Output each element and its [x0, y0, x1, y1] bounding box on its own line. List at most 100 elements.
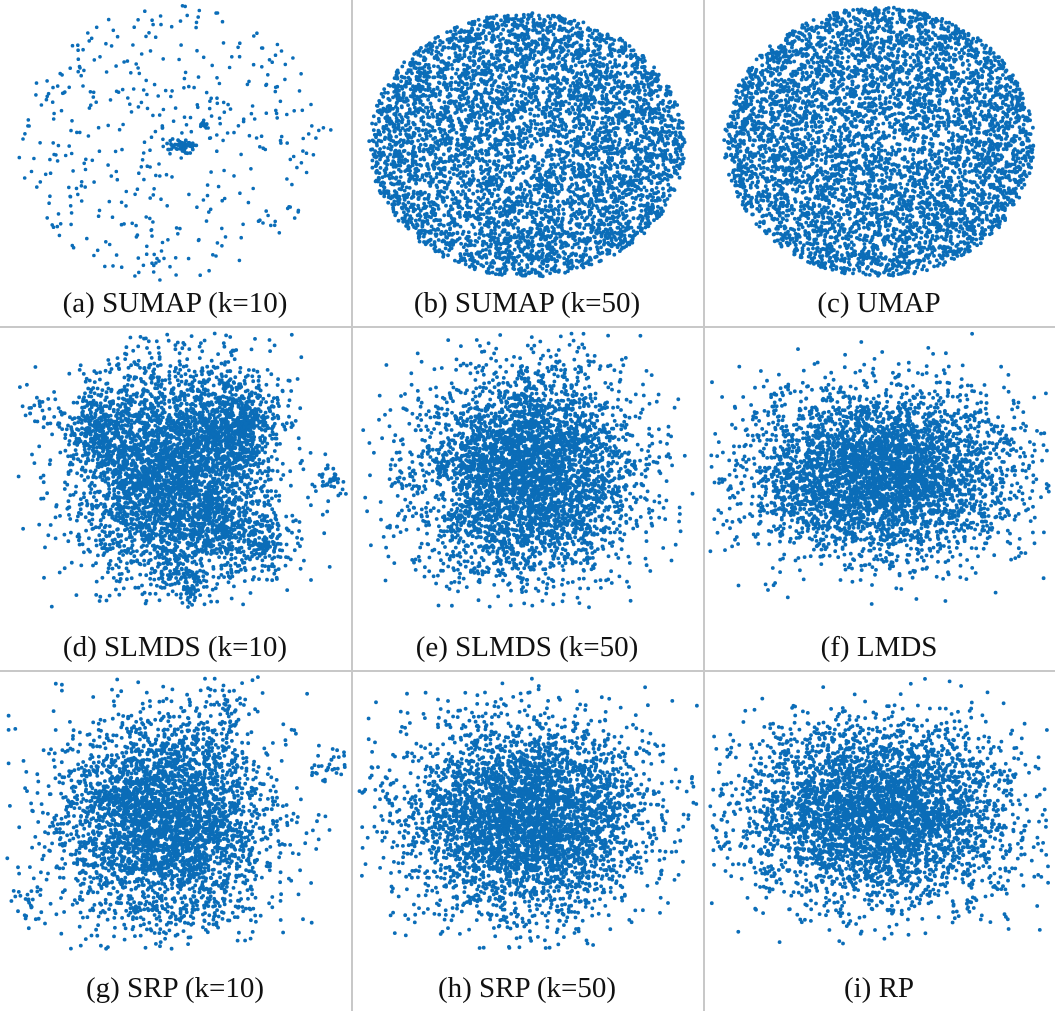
scatter-point: [552, 257, 556, 261]
scatter-point: [67, 85, 71, 90]
scatter-point: [558, 24, 562, 29]
scatter-point: [508, 88, 513, 93]
scatter-point: [466, 136, 471, 141]
scatter-point: [677, 135, 682, 140]
scatter-point: [460, 142, 464, 147]
scatter-point: [579, 101, 583, 106]
scatter-point: [522, 69, 527, 73]
scatter-point: [412, 177, 417, 182]
scatter-point: [222, 168, 226, 173]
scatter-point: [519, 195, 523, 200]
scatter-point: [550, 225, 555, 230]
scatter-point: [467, 264, 472, 269]
scatter-point: [570, 167, 575, 172]
scatter-point: [616, 118, 621, 123]
scatter-point: [678, 149, 683, 153]
scatter-point: [507, 33, 512, 38]
scatter-point: [680, 152, 684, 157]
scatter-point: [669, 160, 674, 165]
scatter-point: [528, 128, 532, 133]
scatter-point: [445, 195, 450, 200]
scatter-point: [639, 229, 644, 234]
scatter-point: [225, 131, 230, 135]
scatter-point: [566, 49, 571, 53]
scatter-point: [576, 139, 580, 144]
scatter-point: [516, 18, 521, 22]
scatter-point: [596, 156, 601, 161]
scatter-point: [507, 171, 511, 176]
scatter-point: [515, 102, 519, 107]
scatter-point: [609, 163, 613, 168]
scatter-point: [583, 59, 588, 64]
scatter-point: [404, 79, 409, 84]
scatter-point: [556, 114, 560, 119]
scatter-point: [207, 268, 211, 273]
scatter-point: [591, 203, 596, 208]
scatter-point: [194, 143, 199, 148]
scatter-point: [545, 126, 550, 131]
scatter-point: [414, 50, 419, 54]
scatter-point: [522, 187, 527, 192]
scatter-point: [543, 199, 548, 204]
scatter-point: [172, 143, 177, 148]
scatter-point: [649, 126, 653, 130]
scatter-point: [590, 124, 594, 129]
scatter-point: [45, 94, 49, 99]
scatter-point: [468, 199, 473, 203]
scatter-point: [465, 40, 470, 45]
scatter-point: [78, 66, 82, 70]
scatter-point: [595, 69, 600, 73]
scatter-point: [301, 149, 305, 153]
scatter-point: [188, 151, 193, 155]
scatter-point: [497, 225, 501, 229]
scatter-point: [586, 122, 591, 127]
scatter-point: [391, 124, 396, 129]
scatter-point: [548, 199, 553, 204]
scatter-point: [598, 64, 602, 69]
scatter-point: [159, 249, 164, 253]
scatter-point: [642, 185, 647, 190]
scatter-point: [617, 189, 621, 193]
scatter-point: [589, 262, 594, 267]
scatter-point: [634, 107, 639, 111]
scatter-point: [494, 13, 499, 18]
scatter-point: [406, 103, 410, 107]
scatter-point: [38, 141, 42, 145]
scatter-point: [451, 201, 456, 206]
scatter-point: [159, 22, 163, 27]
scatter-point: [50, 100, 55, 104]
scatter-point: [428, 175, 433, 179]
scatter-point: [418, 142, 423, 147]
scatter-point: [255, 31, 259, 35]
scatter-point: [220, 19, 225, 24]
scatter-point: [614, 74, 619, 79]
scatter-point: [96, 125, 101, 130]
scatter-point: [424, 143, 428, 148]
scatter-point: [553, 165, 558, 169]
scatter-point: [488, 251, 492, 256]
scatter-point: [563, 251, 567, 256]
scatter-point: [558, 174, 563, 179]
scatter-point: [408, 109, 412, 114]
scatter-point: [509, 97, 514, 102]
scatter-point: [525, 204, 529, 209]
scatter-point: [536, 50, 541, 55]
scatter-point: [582, 107, 587, 112]
scatter-point: [625, 83, 630, 88]
scatter-point: [623, 41, 627, 45]
scatter-point: [398, 138, 403, 142]
scatter-point: [314, 136, 318, 140]
scatter-point: [633, 76, 638, 80]
scatter-point: [76, 57, 81, 61]
scatter-point: [178, 139, 182, 144]
scatter-point: [500, 179, 505, 184]
scatter-point: [52, 152, 56, 157]
scatter-point: [493, 205, 498, 210]
scatter-point: [463, 158, 467, 163]
scatter-point: [680, 120, 685, 125]
scatter-point: [59, 108, 64, 113]
scatter-point: [194, 25, 198, 30]
scatter-point: [238, 41, 242, 45]
scatter-point: [190, 141, 195, 146]
scatter-point: [591, 185, 596, 189]
